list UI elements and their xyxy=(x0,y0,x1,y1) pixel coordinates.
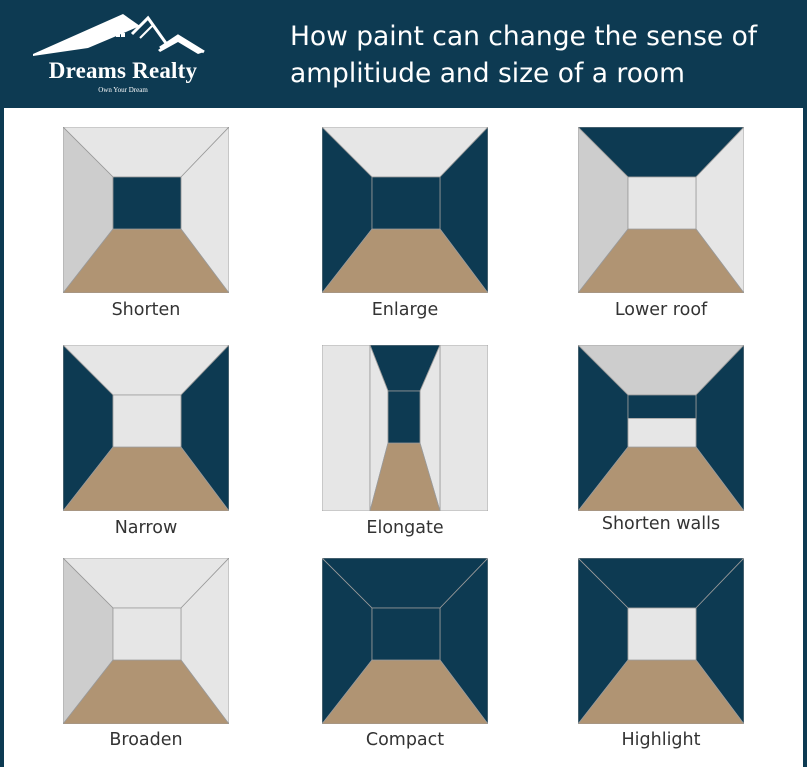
caption-shorten: Shorten xyxy=(111,300,181,320)
caption-lower-roof: Lower roof xyxy=(614,300,708,320)
caption-elongate: Elongate xyxy=(366,518,444,538)
back-wall xyxy=(627,607,697,661)
caption-broaden: Broaden xyxy=(109,730,183,750)
brand-tagline: Own Your Dream xyxy=(98,86,148,94)
header-banner: Dreams Realty Own Your Dream How paint c… xyxy=(0,0,807,108)
room-broaden xyxy=(63,558,229,724)
room-narrow xyxy=(63,345,229,511)
caption-compact: Compact xyxy=(365,730,445,750)
side-panel-right xyxy=(439,345,488,511)
room-elongate xyxy=(322,345,488,511)
room-diagram-shorten xyxy=(63,127,229,293)
back-wall xyxy=(627,176,697,230)
back-wall xyxy=(112,394,182,448)
caption-highlight: Highlight xyxy=(621,730,701,750)
caption-enlarge: Enlarge xyxy=(371,300,439,320)
room-compact xyxy=(322,558,488,724)
house-roof-icon xyxy=(33,14,205,56)
back-wall xyxy=(371,176,441,230)
room-lower-roof xyxy=(578,127,744,293)
brand-logo: Dreams Realty Own Your Dream xyxy=(28,8,218,100)
side-panel-left xyxy=(322,345,371,511)
page-title: How paint can change the sense of amplit… xyxy=(290,18,790,92)
room-shorten xyxy=(63,127,229,293)
room-diagram-highlight xyxy=(578,558,744,724)
back-wall xyxy=(387,390,421,444)
room-diagram-lower-roof xyxy=(578,127,744,293)
caption-shorten-walls: Shorten walls xyxy=(601,514,721,534)
room-diagram-shorten-walls xyxy=(578,345,744,511)
title-line-1: How paint can change the sense of xyxy=(290,21,758,52)
caption-narrow: Narrow xyxy=(114,518,178,538)
title-line-2: amplitiude and size of a room xyxy=(290,58,685,89)
room-diagram-elongate xyxy=(322,345,488,511)
back-wall-upper xyxy=(627,394,697,419)
back-wall xyxy=(371,607,441,661)
room-enlarge xyxy=(322,127,488,293)
rooms-panel: Shorten Enlarge Lower roof Narrow Elonga… xyxy=(4,108,803,767)
room-highlight xyxy=(578,558,744,724)
room-shorten-walls xyxy=(578,345,744,511)
back-wall xyxy=(112,176,182,230)
room-diagram-narrow xyxy=(63,345,229,511)
brand-name: Dreams Realty xyxy=(48,58,198,83)
room-diagram-enlarge xyxy=(322,127,488,293)
back-wall-lower xyxy=(627,418,697,448)
room-diagram-compact xyxy=(322,558,488,724)
room-diagram-broaden xyxy=(63,558,229,724)
back-wall xyxy=(112,607,182,661)
